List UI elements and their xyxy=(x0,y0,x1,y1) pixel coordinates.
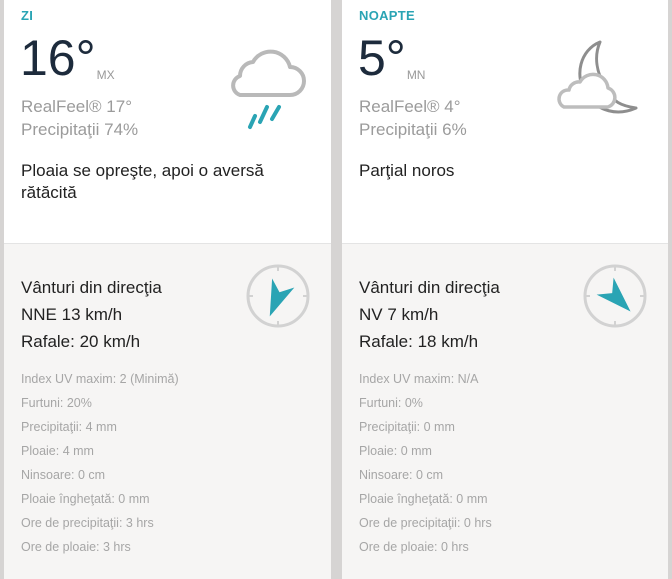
night-details: Index UV maxim: N/A Furtuni: 0% Precipit… xyxy=(359,367,492,559)
detail-item: Ploaie îngheţată: 0 mm xyxy=(359,492,488,506)
night-wind: Vânturi din direcţia NV 7 km/h Rafale: 1… xyxy=(359,274,500,355)
day-details: Index UV maxim: 2 (Minimă) Furtuni: 20% … xyxy=(21,367,179,559)
night-wind-title: Vânturi din direcţia xyxy=(359,278,500,297)
moon-cloud-icon xyxy=(557,40,638,114)
detail-item: Index UV maxim: N/A xyxy=(359,372,479,386)
night-forecast-card: NOAPTE 5° MN RealFeel® 4° Precipitaţii 6… xyxy=(342,0,668,579)
day-wind: Vânturi din direcţia NNE 13 km/h Rafale:… xyxy=(21,274,162,355)
detail-item: Ploaie: 4 mm xyxy=(21,444,94,458)
night-temperature: 5° xyxy=(358,30,406,86)
night-wind-value: NV 7 km/h xyxy=(359,305,439,324)
detail-item: Precipitaţii: 4 mm xyxy=(21,420,117,434)
night-realfeel-block: RealFeel® 4° Precipitaţii 6% xyxy=(359,95,467,141)
detail-item: Ore de ploaie: 0 hrs xyxy=(359,540,469,554)
night-temp-unit: MN xyxy=(406,68,426,82)
day-summary: ZI 16° MX RealFeel® 17° Precipitaţii 74%… xyxy=(4,0,331,244)
night-temperature-row: 5° MN xyxy=(358,30,425,86)
detail-item: Precipitaţii: 0 mm xyxy=(359,420,455,434)
detail-item: Ore de ploaie: 3 hrs xyxy=(21,540,131,554)
day-temperature: 16° xyxy=(20,30,96,86)
day-temp-unit: MX xyxy=(96,68,115,82)
night-description: Parţial noros xyxy=(359,161,455,180)
day-wind-compass-icon xyxy=(246,264,310,328)
day-realfeel: RealFeel® 17° xyxy=(21,97,132,116)
night-precip: Precipitaţii 6% xyxy=(359,120,467,139)
day-temperature-row: 16° MX xyxy=(20,30,115,86)
night-wind-gusts: Rafale: 18 km/h xyxy=(359,332,479,351)
night-wind-arrow xyxy=(596,277,631,312)
day-forecast-card: ZI 16° MX RealFeel® 17° Precipitaţii 74%… xyxy=(4,0,331,579)
cloud-rain-icon xyxy=(231,49,306,129)
day-wind-arrow xyxy=(269,278,295,317)
day-wind-title: Vânturi din direcţia xyxy=(21,278,162,297)
night-summary: NOAPTE 5° MN RealFeel® 4° Precipitaţii 6… xyxy=(342,0,668,244)
detail-item: Ploaie: 0 mm xyxy=(359,444,432,458)
day-wind-gusts: Rafale: 20 km/h xyxy=(21,332,141,351)
detail-item: Ninsoare: 0 cm xyxy=(21,468,106,482)
detail-item: Furtuni: 0% xyxy=(359,396,423,410)
detail-item: Index UV maxim: 2 (Minimă) xyxy=(21,372,179,386)
night-realfeel: RealFeel® 4° xyxy=(359,97,461,116)
night-label: NOAPTE xyxy=(359,8,415,23)
detail-item: Ploaie îngheţată: 0 mm xyxy=(21,492,150,506)
day-realfeel-block: RealFeel® 17° Precipitaţii 74% xyxy=(21,95,138,141)
detail-item: Ore de precipitaţii: 3 hrs xyxy=(21,516,154,530)
day-precip: Precipitaţii 74% xyxy=(21,120,139,139)
detail-item: Ninsoare: 0 cm xyxy=(359,468,444,482)
day-label: ZI xyxy=(21,8,34,23)
day-description: Ploaia se opreşte, apoi o aversă rătăcit… xyxy=(21,161,264,202)
day-wind-value: NNE 13 km/h xyxy=(21,305,123,324)
detail-item: Ore de precipitaţii: 0 hrs xyxy=(359,516,492,530)
detail-item: Furtuni: 20% xyxy=(21,396,92,410)
night-wind-compass-icon xyxy=(583,264,647,328)
